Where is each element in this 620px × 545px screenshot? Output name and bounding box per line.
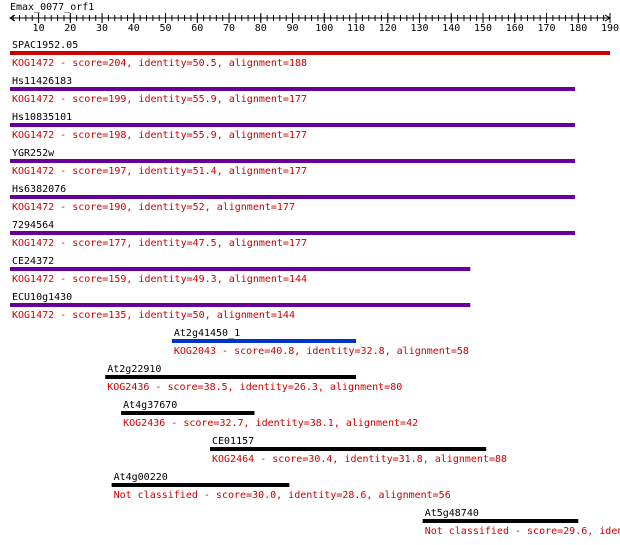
hit-row[interactable]: ECU10g1430 KOG1472 - score=135, identity=… (10, 292, 471, 321)
axis-tick-label: 180 (569, 23, 587, 34)
axis-tick-label: 40 (128, 23, 140, 34)
hit-alignment-bar[interactable] (10, 51, 610, 55)
hit-row[interactable]: Hs11426183 KOG1472 - score=199, identity=… (10, 76, 576, 105)
hit-name[interactable]: At4g00220 (114, 472, 168, 483)
hit-list: SPAC1952.05 KOG1472 - score=204, identity… (10, 40, 620, 537)
hit-name[interactable]: Hs11426183 (12, 76, 72, 87)
hit-alignment-bar[interactable] (10, 303, 471, 307)
hit-description: Not classified - score=29.6, iden (425, 526, 620, 537)
axis-tick-label: 10 (33, 23, 45, 34)
hit-alignment-bar[interactable] (10, 123, 576, 127)
axis-tick-label: 170 (537, 23, 555, 34)
hit-alignment-bar[interactable] (10, 267, 471, 271)
axis-tick-label: 190 (601, 23, 619, 34)
hit-description: KOG1472 - score=135, identity=50, alignm… (12, 310, 295, 321)
hit-description: KOG1472 - score=197, identity=51.4, alig… (12, 166, 307, 177)
axis-tick-label: 80 (255, 23, 267, 34)
hit-name[interactable]: CE01157 (212, 436, 254, 447)
hit-row[interactable]: At2g41450_1 KOG2043 - score=40.8, identit… (171, 328, 469, 357)
hit-name[interactable]: ECU10g1430 (12, 292, 72, 303)
hit-description: KOG1472 - score=159, identity=49.3, alig… (12, 274, 307, 285)
hit-row[interactable]: YGR252w KOG1472 - score=197, identity=51.… (10, 148, 576, 177)
hit-alignment-bar[interactable] (422, 519, 579, 523)
axis-tick-label: 20 (64, 23, 76, 34)
axis-tick-label: 60 (191, 23, 203, 34)
hit-name[interactable]: SPAC1952.05 (12, 40, 78, 51)
hit-description: KOG2043 - score=40.8, identity=32.8, ali… (174, 346, 469, 357)
hit-row[interactable]: At4g00220 Not classified - score=30.0, id… (111, 472, 451, 501)
axis-tick-label: 140 (442, 23, 460, 34)
axis-tick-label: 120 (379, 23, 397, 34)
axis-tick-label: 160 (506, 23, 524, 34)
hit-alignment-bar[interactable] (105, 375, 357, 379)
hit-name[interactable]: Hs6382076 (12, 184, 66, 195)
hit-row[interactable]: 7294564 KOG1472 - score=177, identity=47.… (10, 220, 576, 249)
hit-description: KOG1472 - score=204, identity=50.5, alig… (12, 58, 307, 69)
hit-alignment-bar[interactable] (111, 483, 290, 487)
hit-alignment-bar[interactable] (171, 339, 357, 343)
query-title: Emax_0077_orf1 (10, 2, 94, 13)
hit-alignment-bar[interactable] (10, 195, 576, 199)
hit-alignment-bar[interactable] (10, 87, 576, 91)
hit-name[interactable]: Hs10835101 (12, 112, 72, 123)
axis-tick-label: 110 (347, 23, 365, 34)
hit-name[interactable]: At2g22910 (107, 364, 161, 375)
query-axis: 10 20 30 40 50 60 70 80 90 100 110 120 130 140 150 160 1… (9, 13, 619, 34)
hit-name[interactable]: YGR252w (12, 148, 55, 159)
hit-row[interactable]: SPAC1952.05 KOG1472 - score=204, identity… (10, 40, 610, 69)
hit-description: KOG1472 - score=177, identity=47.5, alig… (12, 238, 307, 249)
axis-tick-label: 100 (315, 23, 333, 34)
hit-name[interactable]: CE24372 (12, 256, 54, 267)
hit-name[interactable]: At2g41450_1 (174, 328, 240, 339)
axis-tick-label: 30 (96, 23, 108, 34)
hit-row[interactable]: Hs10835101 KOG1472 - score=198, identity=… (10, 112, 576, 141)
hit-name[interactable]: At5g48740 (425, 508, 479, 519)
hit-description: KOG1472 - score=199, identity=55.9, alig… (12, 94, 307, 105)
hit-description: Not classified - score=30.0, identity=28… (114, 490, 451, 501)
axis-tick-label: 90 (287, 23, 299, 34)
axis-tick-label: 70 (223, 23, 235, 34)
hit-description: KOG1472 - score=190, identity=52, alignm… (12, 202, 295, 213)
hit-row[interactable]: At2g22910 KOG2436 - score=38.5, identity=… (105, 364, 402, 393)
hit-name[interactable]: At4g37670 (123, 400, 177, 411)
hit-row[interactable]: CE01157 KOG2464 - score=30.4, identity=31… (210, 436, 507, 465)
hit-row[interactable]: At5g48740 Not classified - score=29.6, id… (422, 508, 620, 537)
axis-tick-label: 50 (160, 23, 172, 34)
hit-row[interactable]: CE24372 KOG1472 - score=159, identity=49.… (10, 256, 471, 285)
hit-row[interactable]: At4g37670 KOG2436 - score=32.7, identity=… (121, 400, 418, 429)
axis-tick-label: 150 (474, 23, 492, 34)
hit-alignment-bar[interactable] (210, 447, 487, 451)
hit-description: KOG2464 - score=30.4, identity=31.8, ali… (212, 454, 507, 465)
hit-description: KOG1472 - score=198, identity=55.9, alig… (12, 130, 307, 141)
hit-description: KOG2436 - score=32.7, identity=38.1, ali… (123, 418, 418, 429)
hit-row[interactable]: Hs6382076 KOG1472 - score=190, identity=5… (10, 184, 576, 213)
hit-alignment-bar[interactable] (121, 411, 255, 415)
axis-tick-label: 130 (410, 23, 428, 34)
hit-alignment-bar[interactable] (10, 159, 576, 163)
hit-description: KOG2436 - score=38.5, identity=26.3, ali… (107, 382, 402, 393)
hit-name[interactable]: 7294564 (12, 220, 54, 231)
hit-alignment-bar[interactable] (10, 231, 576, 235)
